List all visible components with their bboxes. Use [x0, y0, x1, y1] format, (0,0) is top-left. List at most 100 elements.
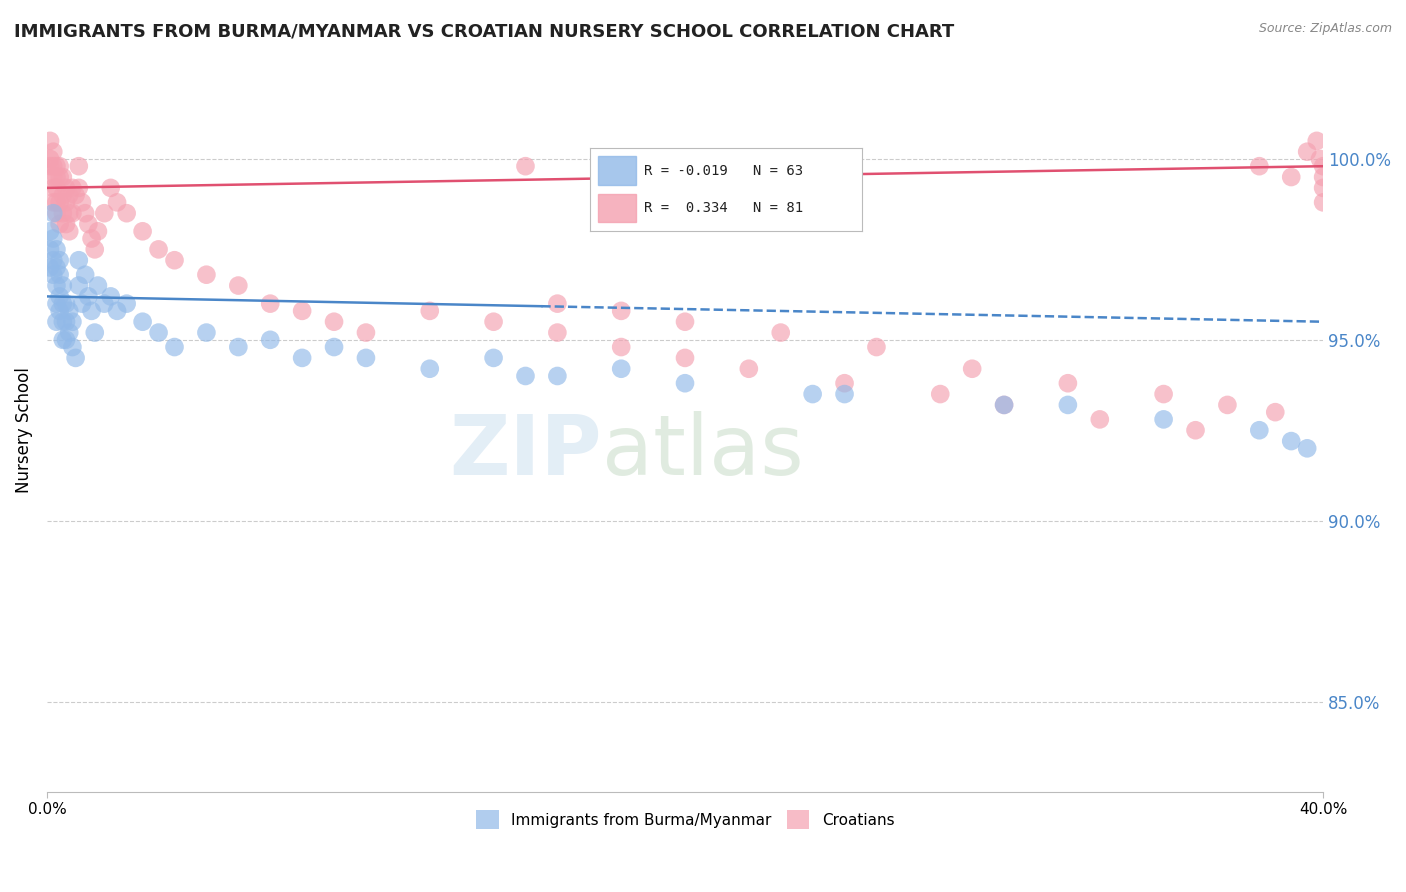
- Legend: Immigrants from Burma/Myanmar, Croatians: Immigrants from Burma/Myanmar, Croatians: [470, 804, 900, 835]
- Point: [323, 315, 346, 329]
- Point: [48, 304, 70, 318]
- Point: [45, 278, 67, 293]
- Point: [39, 260, 62, 275]
- Point: [48, 217, 70, 231]
- Point: [42, 181, 65, 195]
- Point: [93, 296, 115, 310]
- Point: [52, 188, 75, 202]
- Point: [45, 169, 67, 184]
- Point: [354, 326, 377, 340]
- Point: [1057, 376, 1080, 391]
- Point: [1279, 169, 1302, 184]
- Point: [45, 159, 67, 173]
- Point: [80, 231, 103, 245]
- Point: [834, 387, 856, 401]
- Point: [673, 315, 696, 329]
- Point: [45, 206, 67, 220]
- Point: [228, 278, 250, 293]
- Point: [482, 315, 505, 329]
- Point: [67, 253, 90, 268]
- Point: [1312, 195, 1334, 210]
- Point: [77, 217, 100, 231]
- Point: [801, 387, 824, 401]
- Point: [834, 376, 856, 391]
- Point: [77, 289, 100, 303]
- Point: [42, 159, 65, 173]
- Point: [105, 195, 128, 210]
- Point: [62, 181, 84, 195]
- Point: [195, 326, 218, 340]
- Point: [45, 296, 67, 310]
- Point: [1296, 442, 1319, 456]
- Point: [419, 361, 441, 376]
- Point: [131, 224, 153, 238]
- Point: [93, 206, 115, 220]
- Point: [65, 351, 87, 365]
- Point: [163, 340, 186, 354]
- Point: [52, 296, 75, 310]
- Point: [48, 159, 70, 173]
- Point: [105, 304, 128, 318]
- Point: [100, 289, 122, 303]
- Point: [482, 351, 505, 365]
- Point: [769, 326, 792, 340]
- Point: [42, 195, 65, 210]
- Point: [52, 206, 75, 220]
- Point: [148, 326, 170, 340]
- Point: [52, 169, 75, 184]
- Point: [45, 315, 67, 329]
- Point: [1153, 387, 1175, 401]
- Point: [39, 159, 62, 173]
- Point: [1184, 423, 1206, 437]
- Point: [546, 369, 568, 384]
- Text: ZIP: ZIP: [450, 411, 602, 492]
- Point: [42, 145, 65, 159]
- Point: [291, 351, 314, 365]
- Point: [419, 304, 441, 318]
- Point: [1306, 134, 1329, 148]
- Point: [1279, 434, 1302, 448]
- Point: [55, 195, 77, 210]
- Point: [87, 278, 110, 293]
- Point: [58, 224, 80, 238]
- Point: [42, 253, 65, 268]
- Point: [100, 181, 122, 195]
- Point: [83, 243, 105, 257]
- Point: [1057, 398, 1080, 412]
- Point: [323, 340, 346, 354]
- Point: [1296, 145, 1319, 159]
- Point: [48, 268, 70, 282]
- Point: [1216, 398, 1239, 412]
- Point: [62, 315, 84, 329]
- Point: [67, 159, 90, 173]
- Point: [75, 206, 97, 220]
- Point: [291, 304, 314, 318]
- Point: [115, 296, 138, 310]
- Point: [39, 134, 62, 148]
- Point: [80, 304, 103, 318]
- Text: atlas: atlas: [602, 411, 804, 492]
- Point: [70, 296, 93, 310]
- Point: [48, 195, 70, 210]
- Point: [673, 376, 696, 391]
- Point: [55, 181, 77, 195]
- Point: [58, 188, 80, 202]
- Point: [62, 340, 84, 354]
- Point: [610, 361, 633, 376]
- Point: [259, 333, 281, 347]
- Point: [42, 206, 65, 220]
- Point: [1312, 159, 1334, 173]
- Point: [67, 181, 90, 195]
- Point: [610, 340, 633, 354]
- Point: [70, 195, 93, 210]
- Point: [55, 217, 77, 231]
- Point: [1249, 423, 1271, 437]
- Point: [42, 169, 65, 184]
- Text: Source: ZipAtlas.com: Source: ZipAtlas.com: [1258, 22, 1392, 36]
- Point: [48, 169, 70, 184]
- Point: [929, 387, 952, 401]
- Point: [610, 304, 633, 318]
- Point: [673, 351, 696, 365]
- Point: [55, 315, 77, 329]
- Point: [1088, 412, 1111, 426]
